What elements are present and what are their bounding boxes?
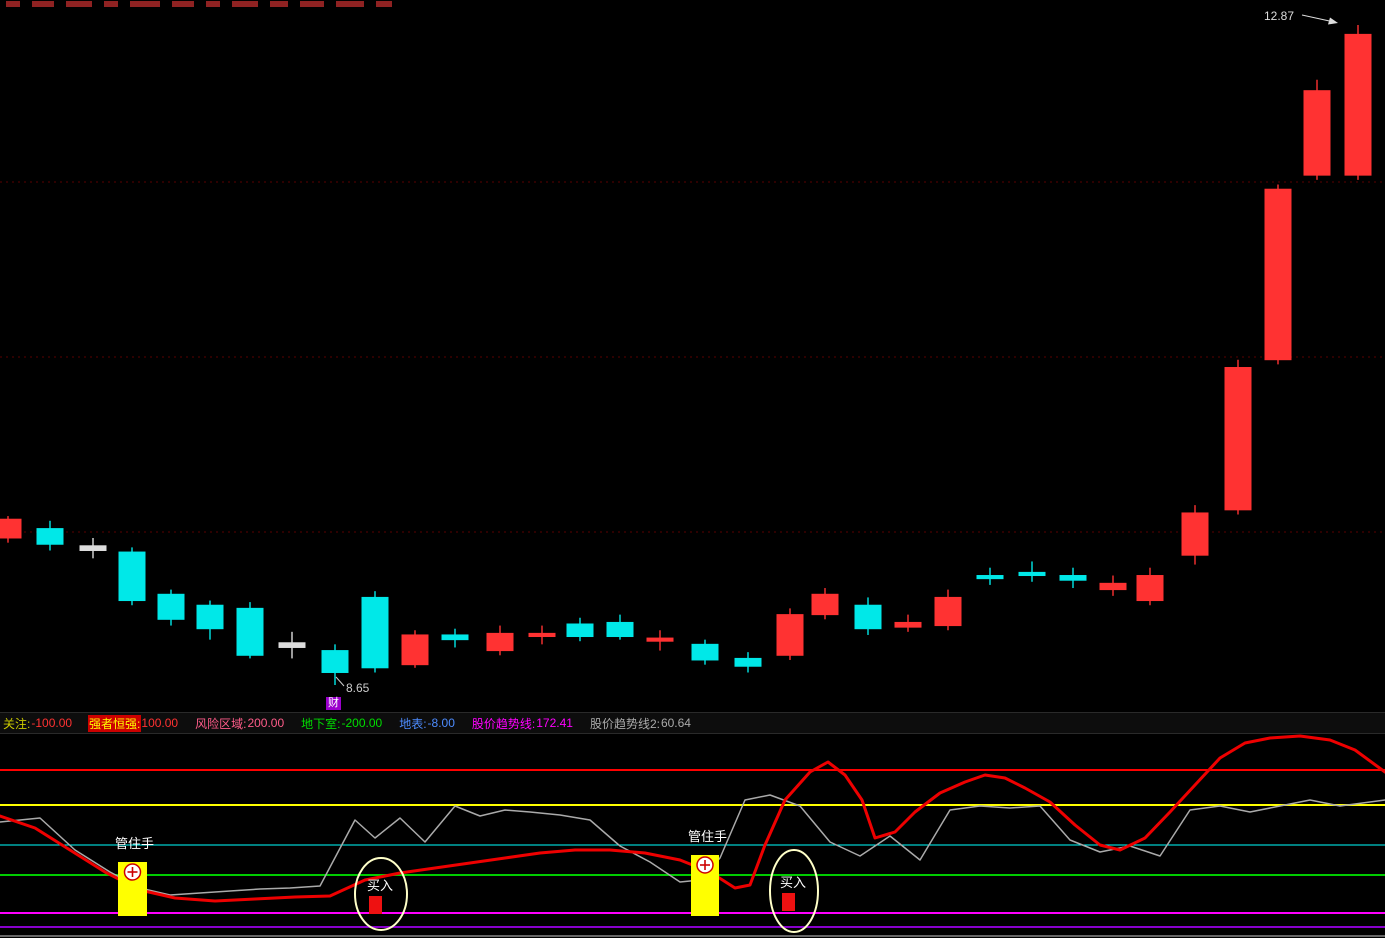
indicator-value-1[interactable]: 关注: -100.00 [2,715,72,732]
high-arrow-head-icon [1328,17,1338,25]
candle-body [1303,90,1331,176]
candle-body [691,643,719,661]
menu-item-fragment[interactable] [104,1,118,7]
candle-body [118,551,146,602]
buy-signal-label: 买入 [367,878,393,893]
candle-body [1344,33,1372,176]
indicator-label: 股价趋势线: [471,716,536,731]
buy-signal-label: 买入 [780,875,806,890]
candle-body [157,593,185,620]
candle-body [196,604,224,630]
indicator-curve [0,734,1385,903]
low-price-label: 8.65 [346,681,370,695]
candle-body [36,528,64,545]
candle-body [1136,575,1164,602]
buy-signal-ellipse [769,849,819,933]
candle-body [776,614,804,656]
menu-item-fragment[interactable] [270,1,288,7]
financial-report-tag[interactable]: 财 [326,697,341,710]
candle-body [278,642,306,648]
indicator-label: 股价趋势线2: [589,716,660,731]
indicator-number: 100.00 [141,716,179,730]
indicator-number: -100.00 [31,716,73,730]
candle-body [606,621,634,638]
menu-item-fragment[interactable] [6,1,20,7]
candle-body [528,632,556,638]
candle-body [441,634,469,641]
indicator-label: 地表: [399,716,427,731]
menu-item-fragment[interactable] [66,1,92,7]
top-menu-bar [0,0,1385,8]
indicator-value-5[interactable]: 地表: -8.00 [398,715,455,732]
indicator-number: 200.00 [247,716,285,730]
indicator-value-3[interactable]: 风险区域: 200.00 [194,715,284,732]
menu-item-fragment[interactable] [300,1,324,7]
indicator-header: 关注: -100.00 强者恒强: 100.00 风险区域: 200.00 地下室: … [0,712,1385,734]
candle-body [566,623,594,638]
indicator-value-2[interactable]: 强者恒强: 100.00 [88,714,179,732]
indicator-value-6[interactable]: 股价趋势线: 172.41 [471,715,573,732]
buy-signal-bar [782,893,795,911]
candle-body [1018,571,1046,577]
indicator-label: 地下室: [301,716,341,731]
indicator-number: -200.00 [341,716,383,730]
indicator-label: 强者恒强: [88,714,142,732]
indicator-number: 172.41 [536,716,573,730]
indicator-value-7[interactable]: 股价趋势线2: 60.64 [589,715,691,732]
indicator-label: 风险区域: [195,716,247,731]
candle-body [934,596,962,627]
high-arrow-line [1301,14,1335,23]
high-price-label: 12.87 [1264,9,1294,23]
candle-body [976,575,1004,580]
candle-body [1181,512,1209,556]
candle-body [0,518,22,539]
candle-body [486,632,514,652]
caution-zone-label: 管住手 [688,829,727,844]
candle-body [1059,575,1087,581]
candle-body [734,657,762,667]
candle-body [1099,582,1127,591]
candle-body [1264,188,1292,361]
indicator-curve [0,794,1385,896]
menu-item-fragment[interactable] [232,1,258,7]
candle-body [236,607,264,656]
menu-item-fragment[interactable] [376,1,392,7]
candle-body [646,637,674,642]
candle-body [854,604,882,630]
menu-item-fragment[interactable] [336,1,364,7]
candle-body [321,650,349,673]
candle-body [1224,367,1252,511]
menu-item-fragment[interactable] [206,1,220,7]
menu-item-fragment[interactable] [130,1,160,7]
menu-item-fragment[interactable] [172,1,194,7]
indicator-number: 60.64 [660,716,691,730]
menu-item-fragment[interactable] [32,1,54,7]
candle-body [401,634,429,666]
buy-signal-bar [369,896,382,914]
indicator-label: 关注: [3,716,31,731]
indicator-value-4[interactable]: 地下室: -200.00 [300,715,382,732]
candle-body [894,621,922,628]
buy-signal-ellipse [354,857,408,931]
low-pointer-line [335,676,345,687]
candle-body [811,593,839,616]
caution-zone-label: 管住手 [115,836,154,851]
candle-body [79,545,107,551]
candle-body [361,596,389,669]
indicator-number: -8.00 [427,716,455,730]
